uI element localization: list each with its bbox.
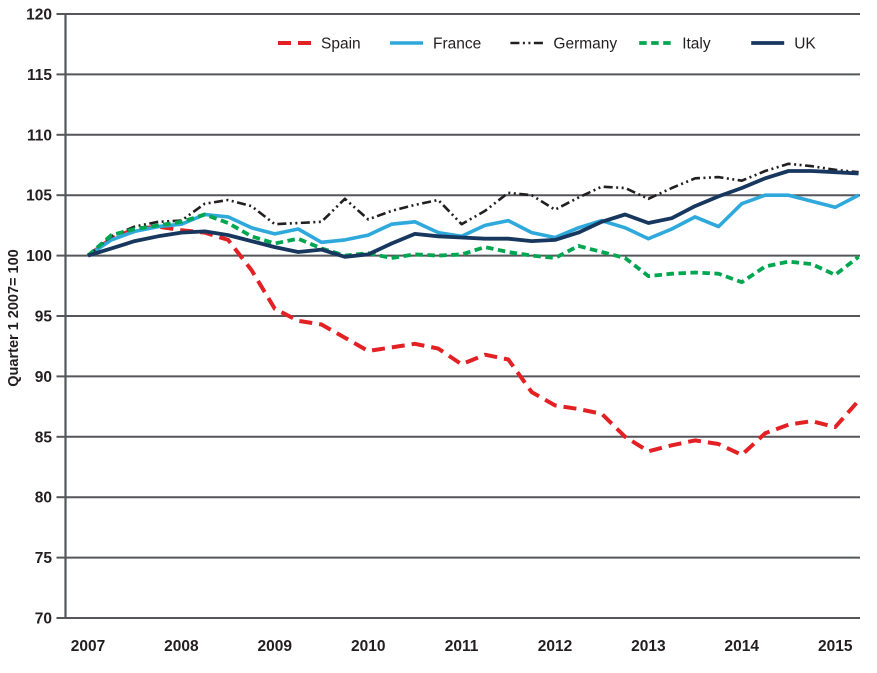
y-tick-label: 80	[35, 490, 52, 507]
legend-label-france: France	[433, 36, 481, 53]
series-line-uk	[87, 169, 859, 259]
x-tick-label: 2008	[164, 638, 199, 655]
x-tick-label: 2009	[258, 638, 293, 655]
x-tick-label: 2014	[725, 638, 760, 655]
y-tick-label: 100	[26, 248, 52, 265]
legend-label-uk: UK	[794, 36, 816, 53]
x-tick-label: 2015	[818, 638, 853, 655]
x-tick-label: 2012	[538, 638, 572, 655]
x-tick-label: 2007	[71, 638, 105, 655]
series-line-spain	[86, 224, 861, 457]
y-tick-label: 70	[35, 611, 52, 628]
legend-label-italy: Italy	[682, 36, 711, 53]
series-line-italy	[86, 212, 860, 285]
y-tick-label: 85	[35, 429, 53, 446]
y-tick-label: 90	[35, 369, 52, 386]
x-tick-label: 2013	[631, 638, 666, 655]
y-tick-label: 120	[26, 7, 52, 24]
legend-label-spain: Spain	[321, 36, 361, 53]
legend-label-germany: Germany	[553, 36, 617, 53]
x-tick-label: 2011	[445, 638, 479, 655]
y-tick-label: 75	[35, 550, 53, 567]
y-axis-title: Quarter 1 2007= 100	[6, 249, 22, 386]
y-tick-label: 110	[27, 127, 52, 144]
series-line-germany	[87, 162, 859, 257]
y-tick-label: 95	[35, 309, 53, 326]
x-tick-label: 2010	[351, 638, 385, 655]
y-tick-label: 105	[26, 188, 52, 205]
series-line-france	[86, 193, 860, 258]
y-tick-label: 115	[27, 67, 52, 84]
